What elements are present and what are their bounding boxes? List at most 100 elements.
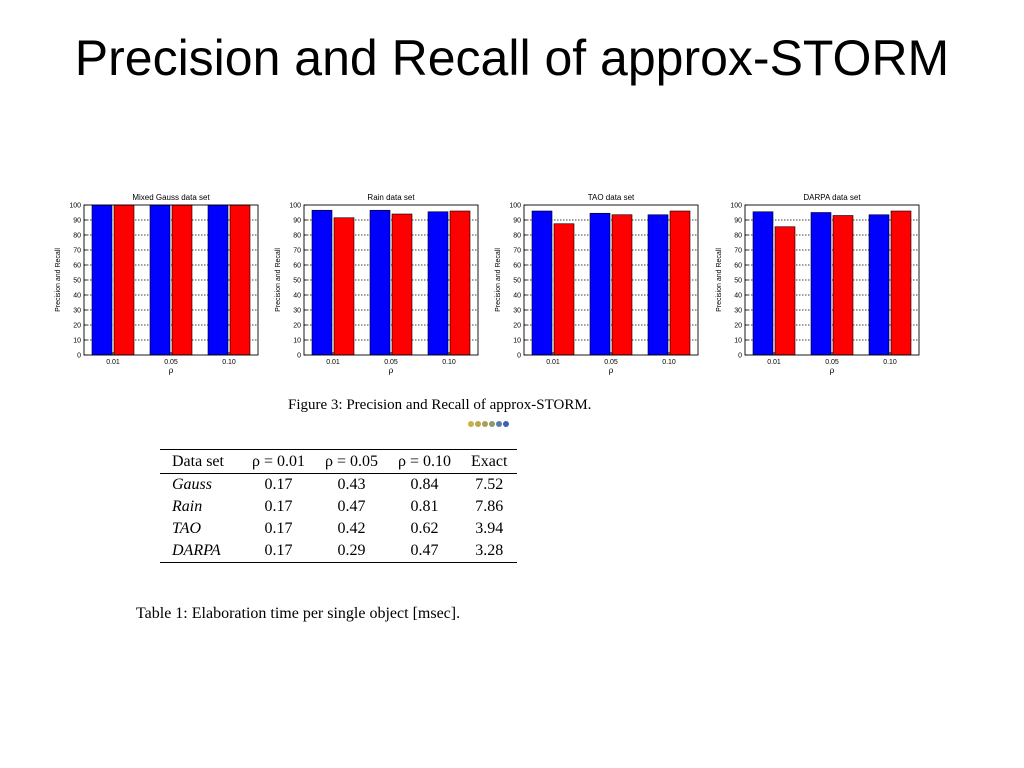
recall-bar	[229, 204, 251, 356]
y-tick-label: 40	[293, 293, 301, 300]
y-tick-label: 30	[513, 308, 521, 315]
y-tick-label: 100	[730, 203, 742, 210]
precision-bar	[810, 212, 832, 356]
precision-bar	[149, 204, 171, 356]
precision-bar	[91, 204, 113, 356]
y-tick-label: 60	[73, 263, 81, 270]
y-tick-label: 40	[734, 293, 742, 300]
precision-bar	[752, 211, 774, 356]
y-tick-label: 70	[293, 248, 301, 255]
chart-svg: Rain data set 0 10 20 30 40 50 60 70 80 90 100 0.01 0…	[275, 193, 479, 375]
x-tick-label: 0.01	[546, 359, 560, 366]
x-tick-label: 0.01	[326, 359, 340, 366]
chart-title: TAO data set	[588, 193, 635, 202]
y-tick-label: 70	[513, 248, 521, 255]
caption-dot	[489, 421, 495, 427]
chart-title: Mixed Gauss data set	[132, 193, 210, 202]
x-tick-label: 0.05	[384, 359, 398, 366]
recall-bar	[391, 213, 413, 356]
x-tick-label: 0.05	[164, 359, 178, 366]
y-tick-label: 10	[293, 338, 301, 345]
x-axis-label: ρ	[389, 366, 394, 375]
y-tick-label: 80	[293, 233, 301, 240]
y-axis-label: Precision and Recall	[495, 248, 502, 312]
y-tick-label: 20	[293, 323, 301, 330]
y-tick-label: 20	[513, 323, 521, 330]
x-tick-label: 0.05	[825, 359, 839, 366]
y-axis-label: Precision and Recall	[55, 248, 62, 312]
table-cell: 0.17	[264, 476, 293, 493]
chart-svg: TAO data set 0 10 20 30 40 50 60 70 80 90 100 0.01 0.…	[495, 193, 699, 375]
elaboration-time-table: Data set ρ = 0.01 ρ = 0.05 ρ = 0.10 Exac…	[160, 449, 518, 563]
table-cell: 0.42	[337, 520, 366, 537]
y-tick-label: 30	[293, 308, 301, 315]
y-tick-label: 10	[513, 338, 521, 345]
y-tick-label: 90	[513, 218, 521, 225]
y-tick-label: 60	[293, 263, 301, 270]
y-tick-label: 80	[734, 233, 742, 240]
precision-bar	[311, 209, 333, 356]
table-cell: 0.47	[410, 542, 439, 559]
y-tick-label: 0	[77, 353, 81, 360]
x-axis-label: ρ	[169, 366, 174, 375]
table-row: Rain 0.17 0.47 0.81 7.86	[160, 496, 517, 518]
y-tick-label: 40	[73, 293, 81, 300]
header-cell: Exact	[461, 449, 518, 474]
x-tick-label: 0.10	[442, 359, 456, 366]
precision-bar	[369, 209, 391, 356]
header-cell: ρ = 0.05	[315, 449, 389, 474]
x-tick-label: 0.10	[222, 359, 236, 366]
recall-bar	[774, 226, 796, 356]
plot-frame	[744, 204, 920, 356]
y-tick-label: 10	[73, 338, 81, 345]
caption-dot	[503, 421, 509, 427]
figure-caption: Figure 3: Precision and Recall of approx…	[288, 397, 592, 413]
y-tick-label: 70	[73, 248, 81, 255]
dataset-cell: TAO	[172, 520, 202, 537]
caption-dot	[468, 421, 474, 427]
recall-bar	[832, 215, 854, 356]
table-cell: 0.84	[410, 476, 439, 493]
recall-bar	[113, 204, 135, 356]
table-cell: 0.17	[264, 542, 293, 559]
y-tick-label: 0	[517, 353, 521, 360]
dataset-cell: Rain	[172, 498, 203, 515]
y-tick-label: 40	[513, 293, 521, 300]
table-cell: 0.47	[337, 498, 366, 515]
plot-frame	[303, 204, 479, 356]
x-tick-label: 0.05	[604, 359, 618, 366]
chart-svg: Mixed Gauss data set 0 10 20 30 40 50 60 70 80 90 1…	[55, 193, 259, 375]
y-tick-label: 0	[738, 353, 742, 360]
table-caption: Table 1: Elaboration time per single obj…	[136, 605, 461, 622]
recall-bar	[171, 204, 193, 356]
table-cell: 0.43	[337, 476, 366, 493]
dataset-cell: Gauss	[172, 476, 213, 493]
y-tick-label: 20	[73, 323, 81, 330]
y-tick-label: 90	[73, 218, 81, 225]
chart-svg: DARPA data set 0 10 20 30 40 50 60 70 80 90 100 0.01…	[716, 193, 920, 375]
y-tick-label: 0	[297, 353, 301, 360]
precision-bar	[427, 211, 449, 356]
dataset-cell: DARPA	[172, 542, 221, 559]
table-row: TAO 0.17 0.42 0.62 3.94	[160, 518, 517, 540]
x-axis-label: ρ	[609, 366, 614, 375]
chart-title: DARPA data set	[803, 193, 861, 202]
precision-bar	[531, 210, 553, 356]
slide-title: Precision and Recall of approx-STORM	[74, 30, 950, 86]
table-cell: 3.94	[475, 520, 504, 537]
y-tick-label: 20	[734, 323, 742, 330]
table-row: Gauss 0.17 0.43 0.84 7.52	[160, 474, 517, 497]
table-cell: 0.17	[264, 520, 293, 537]
precision-bar	[589, 212, 611, 356]
caption-dot	[496, 421, 502, 427]
recall-bar	[611, 214, 633, 356]
y-tick-label: 50	[293, 278, 301, 285]
chart-title: Rain data set	[367, 193, 415, 202]
table-cell: 0.17	[264, 498, 293, 515]
header-cell: ρ = 0.01	[241, 449, 315, 474]
plot-frame	[83, 204, 259, 356]
header-cell: ρ = 0.10	[388, 449, 462, 474]
y-tick-label: 80	[73, 233, 81, 240]
precision-bar	[207, 204, 229, 356]
precision-bar	[647, 214, 669, 356]
